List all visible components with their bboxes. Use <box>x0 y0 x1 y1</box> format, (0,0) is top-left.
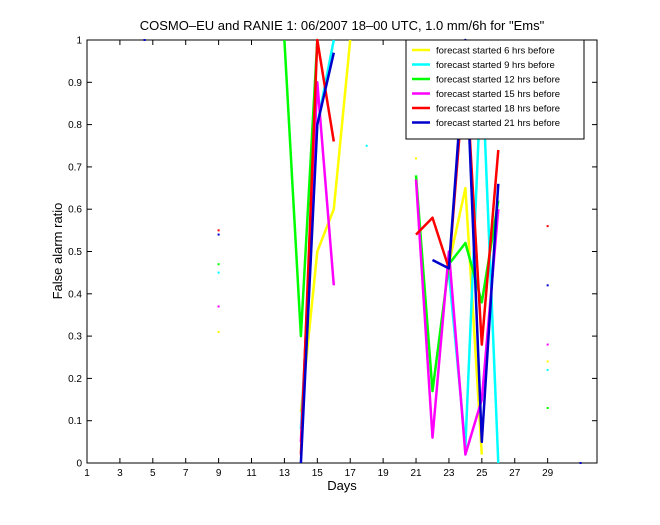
x-tick-label: 11 <box>246 468 257 479</box>
legend-label: forecast started 9 hrs before <box>436 60 555 71</box>
series-point <box>217 330 220 333</box>
y-tick-label: 0.8 <box>68 120 82 131</box>
series-point <box>217 233 220 236</box>
series-point <box>546 225 549 228</box>
x-tick-label: 25 <box>476 468 488 479</box>
series-line <box>414 175 500 393</box>
x-tick-label: 23 <box>443 468 455 479</box>
series-point <box>365 144 368 147</box>
legend-label: forecast started 21 hrs before <box>436 118 560 129</box>
series-2 <box>217 39 549 410</box>
series-point <box>217 271 220 274</box>
series-point <box>217 263 220 266</box>
x-tick-label: 21 <box>410 468 422 479</box>
series-line <box>414 179 500 456</box>
series-0 <box>217 39 549 455</box>
y-tick-label: 0.7 <box>68 162 82 173</box>
y-tick-label: 0.2 <box>68 374 82 385</box>
y-tick-label: 0.1 <box>68 416 82 427</box>
legend-box <box>405 39 585 140</box>
x-tick-label: 27 <box>509 468 521 479</box>
series-line <box>299 39 352 413</box>
y-tick-label: 0.3 <box>68 332 82 343</box>
series-point <box>546 343 549 346</box>
series-point <box>546 407 549 410</box>
y-tick-label: 0.6 <box>68 205 82 216</box>
series-point <box>546 360 549 363</box>
series-line <box>299 38 336 455</box>
x-axis-label: Days <box>327 478 357 493</box>
series-point <box>546 368 549 371</box>
legend: forecast started 6 hrs before forecast st… <box>405 39 585 140</box>
legend-label: forecast started 18 hrs before <box>436 104 560 115</box>
x-tick-label: 17 <box>345 468 357 479</box>
legend-label: forecast started 15 hrs before <box>436 89 560 100</box>
y-axis-label: False alarm ratio <box>50 203 65 300</box>
x-tick-label: 3 <box>117 468 123 479</box>
x-tick-label: 19 <box>378 468 390 479</box>
chart-title: COSMO–EU and RANIE 1: 06/2007 18–00 UTC,… <box>140 18 545 33</box>
series-line <box>283 39 319 338</box>
series-line <box>299 52 336 464</box>
x-tick-label: 13 <box>279 468 291 479</box>
series-point <box>415 157 418 160</box>
y-tick-label: 0 <box>76 459 82 470</box>
x-tick-label: 9 <box>216 468 222 479</box>
series-point <box>143 39 146 41</box>
y-tick-label: 0.5 <box>68 247 82 258</box>
legend-label: forecast started 6 hrs before <box>436 46 555 57</box>
y-tick-label: 1 <box>76 36 82 47</box>
x-tick-label: 1 <box>84 468 90 479</box>
y-tick-label: 0.4 <box>68 289 82 300</box>
series-line <box>447 186 484 455</box>
legend-label: forecast started 12 hrs before <box>436 75 560 86</box>
series-point <box>579 462 582 464</box>
axis-ticks: 1 3 5 7 9 11 13 15 17 19 21 23 25 27 2900.10.20.30.40.… <box>68 36 597 479</box>
x-tick-label: 29 <box>542 468 554 479</box>
series-point <box>546 284 549 287</box>
series-point <box>217 305 220 308</box>
y-tick-label: 0.9 <box>68 78 82 89</box>
series-point <box>217 229 220 232</box>
x-tick-label: 7 <box>183 468 189 479</box>
series-marks <box>143 38 582 464</box>
x-tick-label: 15 <box>312 468 324 479</box>
x-tick-label: 5 <box>150 468 156 479</box>
